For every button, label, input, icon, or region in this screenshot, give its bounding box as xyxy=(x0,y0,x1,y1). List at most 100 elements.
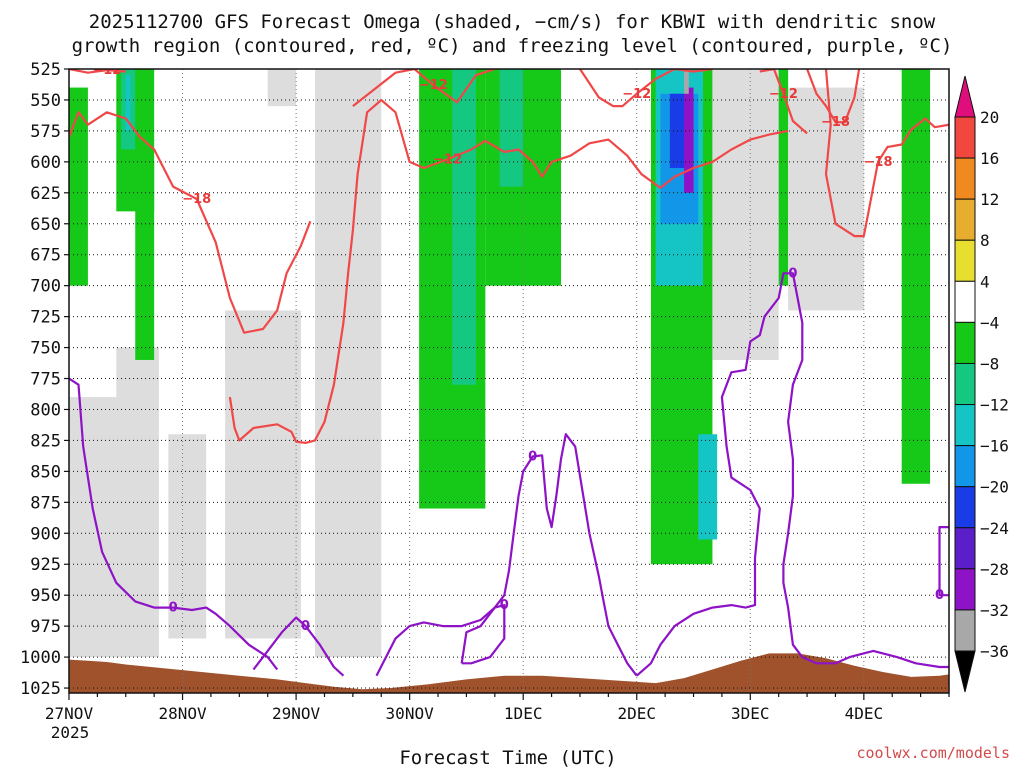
red-contour-7 xyxy=(806,69,861,124)
colorbar-label-1: 16 xyxy=(980,149,999,168)
x-tick-label-4: 1DEC xyxy=(504,704,543,723)
red-contour-2 xyxy=(228,98,789,444)
x-year-label: 2025 xyxy=(51,723,90,742)
colorbar-band-2 xyxy=(954,198,976,241)
plot-frame xyxy=(68,68,950,694)
purple-contour-2 xyxy=(375,433,638,677)
y-axis: 525 550 575 600 625 650 675 700 725 750 775 800 825 8… xyxy=(20,60,69,699)
colorbar-band-6 xyxy=(954,362,976,406)
colorbar-label-0: 20 xyxy=(980,108,999,127)
x-tick-label-7: 4DEC xyxy=(845,704,884,723)
y-tick-label-900: 900 xyxy=(30,524,61,544)
freezing-level-contours: 0 0 0 0 0 0 xyxy=(69,266,949,677)
purple-contour-1 xyxy=(252,616,345,677)
colorbar-label-10: −24 xyxy=(980,519,1009,538)
purple-contour-label-2: 0 xyxy=(528,450,537,465)
colorbar-label-12: −32 xyxy=(980,601,1009,620)
omega-region-5 xyxy=(315,69,382,658)
omega-region-14 xyxy=(452,69,476,385)
x-tick-label-0: 27NOV xyxy=(45,704,94,723)
purple-contour-4 xyxy=(635,272,949,677)
purple-contour-0 xyxy=(69,377,279,671)
y-tick-label-875: 875 xyxy=(30,493,61,513)
colorbar-band-7 xyxy=(954,404,976,447)
x-tick-label-3: 30NOV xyxy=(386,704,435,723)
colorbar-label-7: −12 xyxy=(980,396,1009,415)
y-tick-label-975: 975 xyxy=(30,617,61,637)
omega-region-12 xyxy=(135,161,155,360)
colorbar-band-0 xyxy=(954,116,976,159)
y-tick-label-550: 550 xyxy=(30,91,61,111)
y-tick-label-625: 625 xyxy=(30,184,61,204)
surface-ground-layer xyxy=(69,653,949,693)
credit-text: coolwx.com/models xyxy=(856,744,1010,762)
colorbar-label-13: −36 xyxy=(980,642,1009,661)
colorbar-band-12 xyxy=(954,609,976,652)
colorbar-label-11: −28 xyxy=(980,560,1009,579)
red-contour-label-3: −12 xyxy=(419,78,448,93)
y-tick-label-750: 750 xyxy=(30,339,61,359)
y-tick-label-925: 925 xyxy=(30,555,61,575)
x-axis-title: Forecast Time (UTC) xyxy=(399,747,616,768)
y-tick-label-1025: 1025 xyxy=(20,679,61,699)
y-tick-label-575: 575 xyxy=(30,122,61,142)
colorbar-band-9 xyxy=(954,486,976,529)
omega-shading-layer xyxy=(69,69,931,658)
colorbar-band-8 xyxy=(954,445,976,488)
omega-region-23 xyxy=(698,434,718,540)
colorbar-band-4 xyxy=(954,280,976,323)
chart-title-line-1: 2025112700 GFS Forecast Omega (shaded, −… xyxy=(89,11,936,33)
purple-contour-3 xyxy=(460,603,506,665)
red-contour-label-7: −18 xyxy=(821,115,850,130)
red-contour-label-1: −12 xyxy=(92,63,121,78)
y-tick-label-600: 600 xyxy=(30,153,61,173)
red-contour-label-4: −12 xyxy=(622,87,651,102)
y-tick-label-1000: 1000 xyxy=(20,648,61,668)
colorbar-band-10 xyxy=(954,527,976,570)
red-contour-0 xyxy=(69,111,312,334)
colorbar-legend: 20 16 12 8 4 −4 −8 −12 −16 −20 −24 −28 −32 −36 xyxy=(954,75,1009,693)
x-tick-label-1: 28NOV xyxy=(158,704,207,723)
chart-title-line-2: growth region (contoured, red, ºC) and f… xyxy=(72,35,953,57)
red-contour-label-2: −12 xyxy=(433,152,462,167)
purple-contour-label-3: 0 xyxy=(500,598,509,613)
colorbar-band-5 xyxy=(954,321,976,364)
purple-contour-5 xyxy=(938,525,949,597)
red-contour-5 xyxy=(759,69,808,135)
x-tick-label-6: 3DEC xyxy=(731,704,770,723)
colorbar-band-3 xyxy=(954,239,976,282)
dendritic-growth-contours: −18 −12 −12 −12 −12 −12 −18 −18 xyxy=(69,63,949,444)
omega-region-28 xyxy=(788,93,817,224)
purple-contour-label-4: 0 xyxy=(788,266,797,281)
omega-region-3 xyxy=(168,434,207,639)
omega-region-21 xyxy=(684,87,694,193)
colorbar-label-5: −4 xyxy=(980,313,999,332)
y-tick-label-700: 700 xyxy=(30,277,61,297)
y-tick-label-725: 725 xyxy=(30,308,61,328)
colorbar-label-8: −16 xyxy=(980,437,1009,456)
colorbar-label-4: 4 xyxy=(980,272,990,291)
colorbar-band-11 xyxy=(954,568,976,611)
omega-region-11 xyxy=(125,75,131,131)
red-contour-1 xyxy=(69,69,126,74)
y-tick-label-525: 525 xyxy=(30,60,61,80)
omega-region-16 xyxy=(499,69,524,187)
omega-region-6 xyxy=(333,69,358,138)
omega-region-4 xyxy=(225,310,301,639)
omega-region-1 xyxy=(73,421,88,596)
y-tick-label-775: 775 xyxy=(30,370,61,390)
colorbar-label-3: 8 xyxy=(980,231,990,250)
x-tick-label-2: 29NOV xyxy=(272,704,321,723)
y-tick-label-850: 850 xyxy=(30,462,61,482)
colorbar-label-6: −8 xyxy=(980,354,999,373)
y-tick-label-825: 825 xyxy=(30,431,61,451)
red-contour-3 xyxy=(352,69,496,107)
y-tick-label-650: 650 xyxy=(30,215,61,235)
red-contour-4 xyxy=(579,69,713,108)
purple-contour-label-1: 0 xyxy=(301,619,310,634)
colorbar-label-2: 12 xyxy=(980,190,999,209)
x-axis: 27NOV 28NOV 29NOV 30NOV 1DEC 2DEC 3DEC 4DEC xyxy=(45,693,950,723)
purple-contour-label-0: 0 xyxy=(169,601,178,616)
colorbar-bottom-arrow xyxy=(954,650,976,693)
red-contour-label-5: −12 xyxy=(769,87,798,102)
